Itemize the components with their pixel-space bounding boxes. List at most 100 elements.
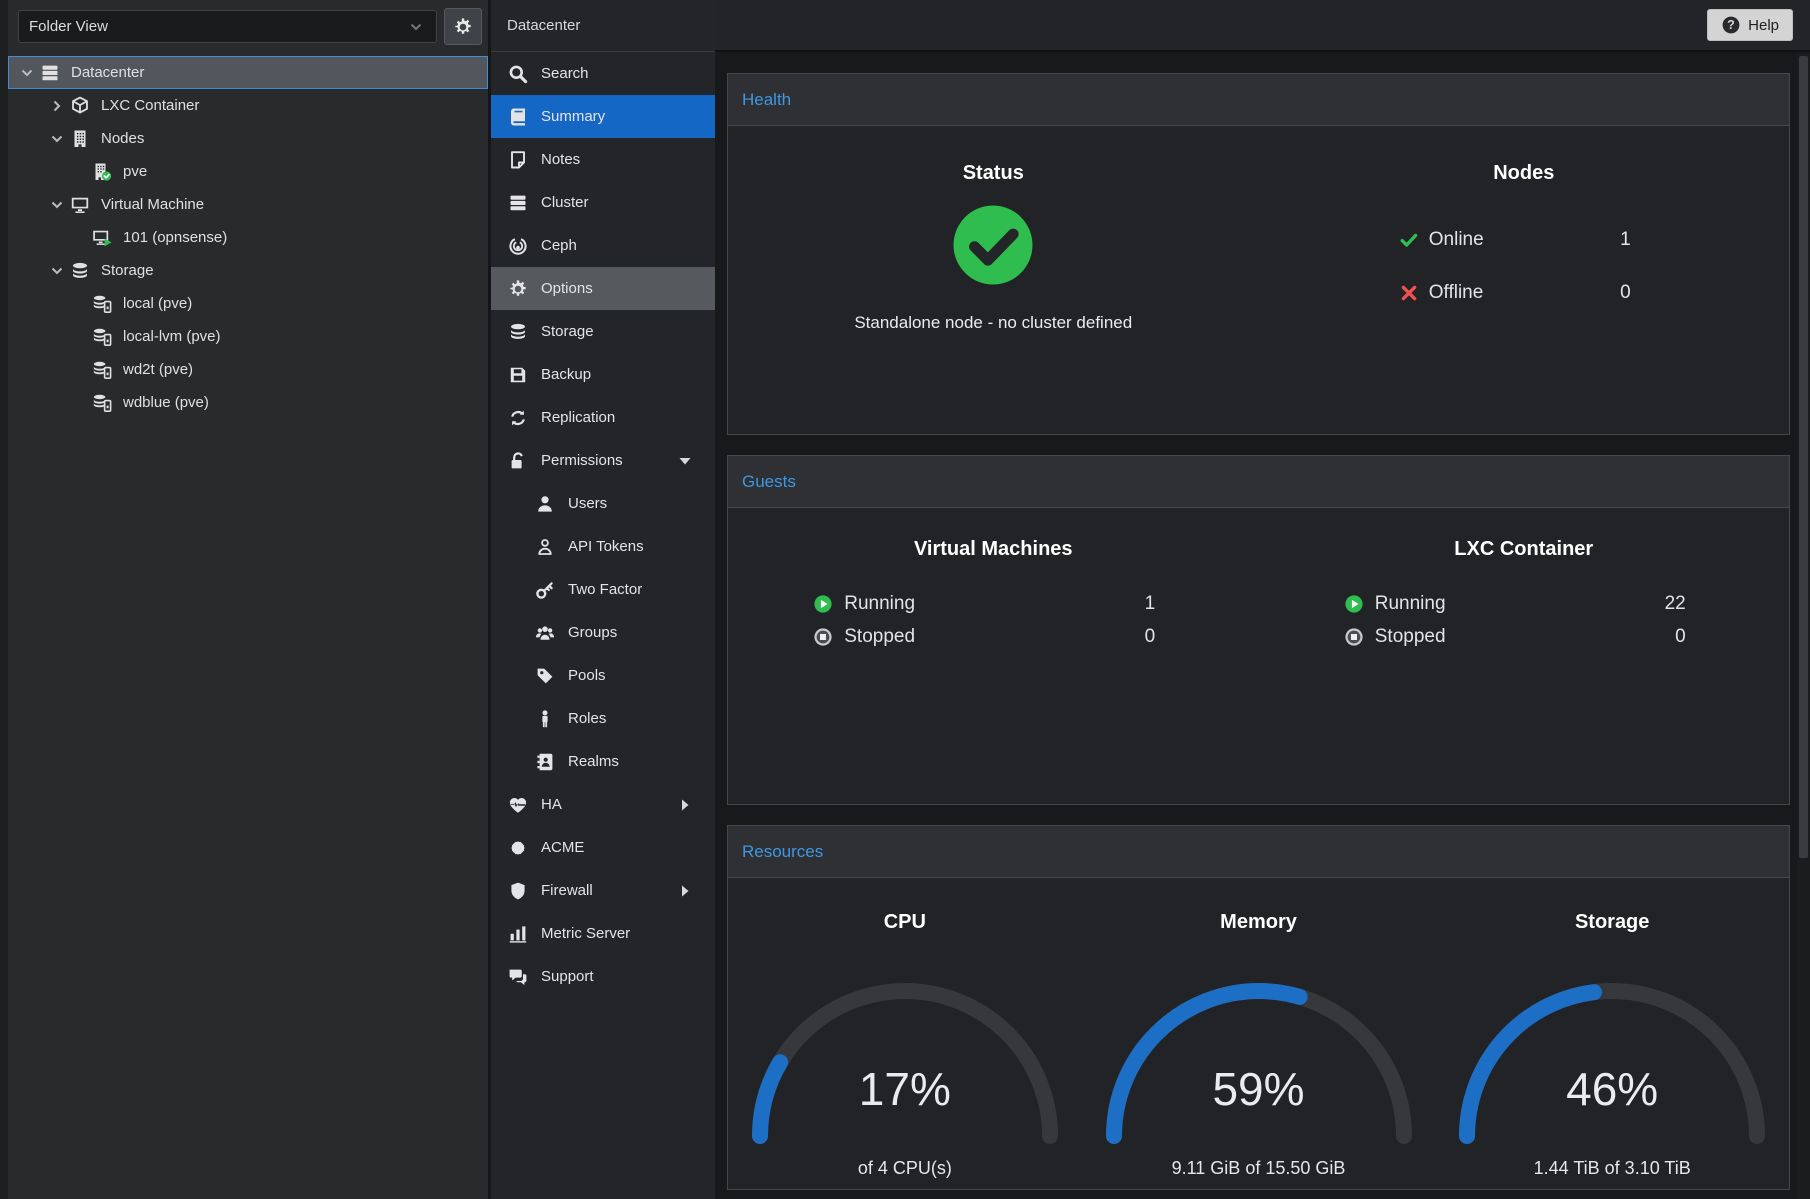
help-button-label: Help bbox=[1748, 17, 1779, 34]
nav-item-ceph[interactable]: Ceph bbox=[491, 224, 715, 267]
cluster-status-column: Status Standalone node - no cluster defi… bbox=[728, 126, 1259, 434]
nodes-rows: Online1Offline0 bbox=[1399, 213, 1649, 319]
gear-icon bbox=[508, 279, 530, 299]
gauge-detail: 1.44 TiB of 3.10 TiB bbox=[1534, 1158, 1691, 1179]
nav-item-summary[interactable]: Summary bbox=[491, 95, 715, 138]
guests-column-heading: Virtual Machines bbox=[728, 538, 1259, 561]
monitor-icon bbox=[70, 195, 92, 215]
play-circle-icon bbox=[1344, 594, 1366, 614]
nav-item-two-factor[interactable]: Two Factor bbox=[491, 568, 715, 611]
nav-item-api-tokens[interactable]: API Tokens bbox=[491, 525, 715, 568]
nav-item-label: Replication bbox=[541, 409, 615, 426]
vertical-scrollbar[interactable] bbox=[1797, 54, 1810, 1199]
guest-status-label: Stopped bbox=[844, 626, 915, 648]
nodes-heading: Nodes bbox=[1259, 162, 1790, 185]
resource-gauge-memory: Memory59%9.11 GiB of 15.50 GiB bbox=[1082, 878, 1436, 1189]
guest-status-value: 1 bbox=[1145, 593, 1156, 615]
nav-item-support[interactable]: Support bbox=[491, 955, 715, 998]
tree-item-nodes[interactable]: Nodes bbox=[8, 122, 488, 155]
resource-gauge-cpu: CPU17%of 4 CPU(s) bbox=[728, 878, 1082, 1189]
tree-item-datacenter[interactable]: Datacenter bbox=[8, 56, 488, 89]
summary-scroll-area: Health Status Standalone node - no clust… bbox=[715, 52, 1810, 1199]
tree-item-wdblue-pve[interactable]: wdblue (pve) bbox=[8, 386, 488, 419]
resources-panel-title: Resources bbox=[728, 826, 1789, 878]
guest-status-row-stopped: Stopped0 bbox=[1344, 620, 1704, 653]
server-rack-icon bbox=[508, 193, 530, 213]
tree-item-virtual-machine[interactable]: Virtual Machine bbox=[8, 188, 488, 221]
gauge-detail: 9.11 GiB of 15.50 GiB bbox=[1172, 1158, 1346, 1179]
database-drive-icon bbox=[92, 327, 114, 347]
guest-status-row-running: Running 1 bbox=[813, 587, 1173, 620]
chevron-down-icon[interactable] bbox=[47, 195, 67, 215]
nav-item-ha[interactable]: HA bbox=[491, 783, 715, 826]
play-circle-icon bbox=[813, 594, 835, 614]
resource-tree: DatacenterLXC ContainerNodespveVirtual M… bbox=[8, 54, 488, 1199]
search-icon bbox=[508, 64, 530, 84]
tree-item-101-opnsense[interactable]: 101 (opnsense) bbox=[8, 221, 488, 254]
nav-item-pools[interactable]: Pools bbox=[491, 654, 715, 697]
chevron-down-icon[interactable] bbox=[47, 261, 67, 281]
nav-item-label: Firewall bbox=[541, 882, 593, 899]
nav-item-backup[interactable]: Backup bbox=[491, 353, 715, 396]
help-button[interactable]: ? Help bbox=[1707, 9, 1793, 41]
tree-item-wd2t-pve[interactable]: wd2t (pve) bbox=[8, 353, 488, 386]
nav-item-cluster[interactable]: Cluster bbox=[491, 181, 715, 224]
nav-item-label: Backup bbox=[541, 366, 591, 383]
view-mode-select[interactable]: Folder View bbox=[18, 10, 437, 43]
tag-icon bbox=[535, 666, 557, 686]
gauge-heading: Memory bbox=[1220, 911, 1297, 934]
guest-status-label: Running bbox=[844, 593, 915, 615]
nav-item-realms[interactable]: Realms bbox=[491, 740, 715, 783]
nav-item-storage[interactable]: Storage bbox=[491, 310, 715, 353]
nav-item-label: Pools bbox=[568, 667, 606, 684]
chevron-down-icon[interactable] bbox=[47, 129, 67, 149]
node-status-value: 0 bbox=[1620, 282, 1631, 304]
tree-item-local-pve[interactable]: local (pve) bbox=[8, 287, 488, 320]
guest-status-label: Stopped bbox=[1375, 626, 1446, 648]
tree-item-pve[interactable]: pve bbox=[8, 155, 488, 188]
guest-status-row-stopped: Stopped 0 bbox=[813, 620, 1173, 653]
content-topbar: ? Help bbox=[715, 0, 1810, 52]
tree-item-local-lvm-pve[interactable]: local-lvm (pve) bbox=[8, 320, 488, 353]
key-icon bbox=[535, 580, 557, 600]
nav-item-search[interactable]: Search bbox=[491, 52, 715, 95]
tree-item-label: wdblue (pve) bbox=[123, 394, 209, 411]
nav-item-metric-server[interactable]: Metric Server bbox=[491, 912, 715, 955]
nav-item-users[interactable]: Users bbox=[491, 482, 715, 525]
chevron-right-icon[interactable] bbox=[47, 96, 67, 116]
nav-item-label: Two Factor bbox=[568, 581, 642, 598]
tree-item-storage[interactable]: Storage bbox=[8, 254, 488, 287]
tree-settings-button[interactable] bbox=[444, 8, 482, 45]
nav-item-options[interactable]: Options bbox=[491, 267, 715, 310]
nav-item-roles[interactable]: Roles bbox=[491, 697, 715, 740]
cross-icon bbox=[1399, 283, 1421, 303]
nav-item-permissions[interactable]: Permissions bbox=[491, 439, 715, 482]
nav-item-label: Groups bbox=[568, 624, 617, 641]
resource-gauge-storage: Storage46%1.44 TiB of 3.10 TiB bbox=[1435, 878, 1789, 1189]
guest-status-value: 0 bbox=[1145, 626, 1156, 648]
guests-column-lxc-container: LXC ContainerRunning22Stopped0 bbox=[1259, 508, 1790, 804]
tree-item-lxc-container[interactable]: LXC Container bbox=[8, 89, 488, 122]
chevron-down-icon bbox=[406, 17, 426, 37]
nav-item-groups[interactable]: Groups bbox=[491, 611, 715, 654]
gauge-heading: CPU bbox=[884, 911, 926, 934]
nav-item-label: Storage bbox=[541, 323, 594, 340]
nav-item-replication[interactable]: Replication bbox=[491, 396, 715, 439]
comments-icon bbox=[508, 967, 530, 987]
node-status-label: Online bbox=[1429, 229, 1484, 251]
nav-item-label: Users bbox=[568, 495, 607, 512]
bar-chart-icon bbox=[508, 924, 530, 944]
scrollbar-thumb[interactable] bbox=[1799, 56, 1808, 858]
chevron-down-icon[interactable] bbox=[17, 63, 37, 83]
nav-item-notes[interactable]: Notes bbox=[491, 138, 715, 181]
monitor-play-icon bbox=[92, 228, 114, 248]
view-mode-value: Folder View bbox=[29, 18, 108, 35]
book-icon bbox=[508, 107, 530, 127]
database-drive-icon bbox=[92, 360, 114, 380]
database-icon bbox=[508, 322, 530, 342]
nav-item-label: Summary bbox=[541, 108, 605, 125]
nav-item-firewall[interactable]: Firewall bbox=[491, 869, 715, 912]
guest-status-value: 22 bbox=[1665, 593, 1686, 615]
nav-item-acme[interactable]: ACME bbox=[491, 826, 715, 869]
status-heading: Status bbox=[728, 162, 1259, 185]
